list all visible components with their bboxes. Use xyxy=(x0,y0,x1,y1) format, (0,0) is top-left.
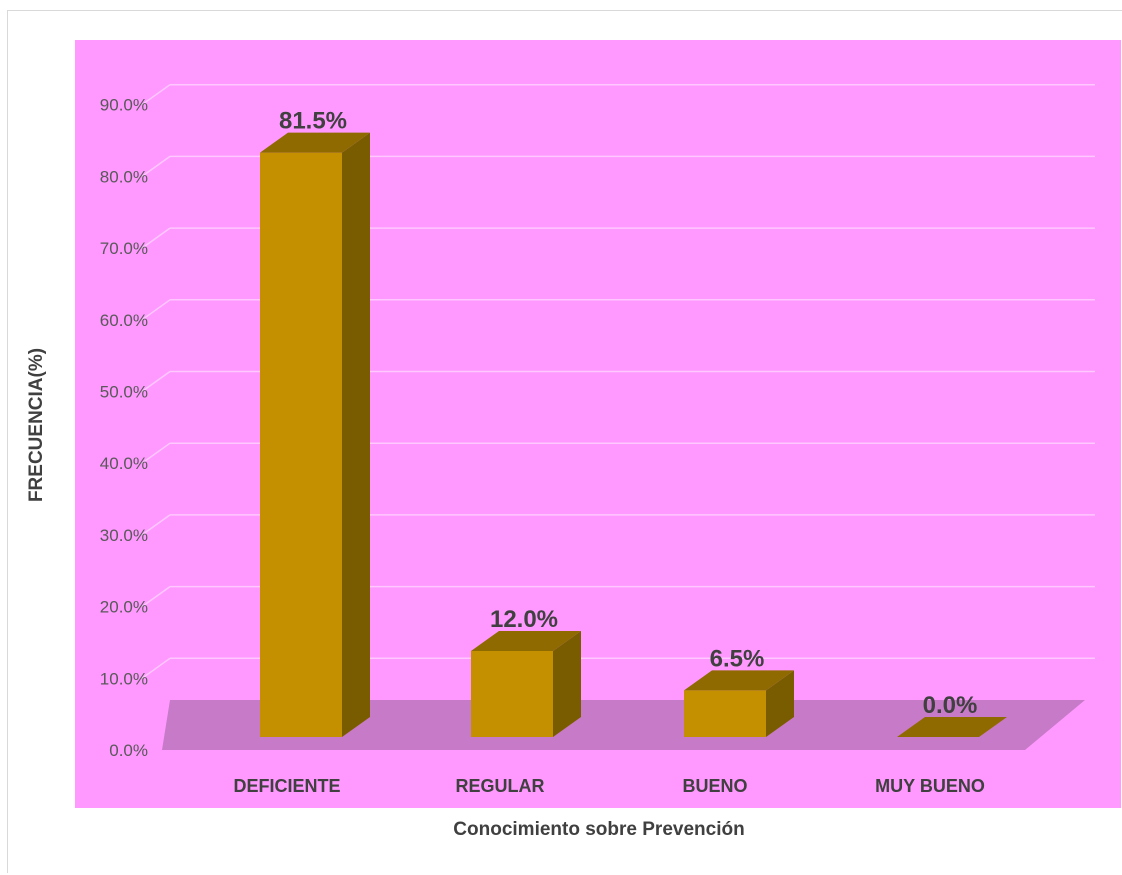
data-label: 12.0% xyxy=(490,606,558,633)
y-tick-label: 40.0% xyxy=(100,454,148,473)
x-axis-title: Conocimiento sobre Prevención xyxy=(453,819,744,840)
y-tick-label: 80.0% xyxy=(100,167,148,186)
gridline-side xyxy=(141,155,171,178)
bar-top xyxy=(471,630,581,651)
bar-side xyxy=(342,132,370,737)
chart-frame xyxy=(7,10,1122,873)
gridline-side xyxy=(141,84,171,106)
gridline-side xyxy=(141,370,171,393)
bar-top xyxy=(897,717,1007,737)
data-label: 0.0% xyxy=(923,692,978,719)
y-axis-ticks: 0.0% 10.0% 20.0% 30.0% 40.0% 50.0% 60.0% 70.0% 8… xyxy=(100,96,148,760)
gridline-side xyxy=(141,514,171,536)
bar-muy-bueno xyxy=(897,717,1007,737)
y-tick-label: 20.0% xyxy=(100,598,148,617)
bar-side xyxy=(553,630,581,737)
y-tick-label: 50.0% xyxy=(100,383,148,402)
bars xyxy=(260,132,1007,737)
y-tick-label: 70.0% xyxy=(100,239,148,258)
data-label: 81.5% xyxy=(279,108,347,135)
y-tick-label: 0.0% xyxy=(109,741,148,760)
data-labels: 81.5% 12.0% 6.5% 0.0% xyxy=(279,108,977,719)
gridline-side xyxy=(141,442,171,464)
x-category-label: MUY BUENO xyxy=(875,776,985,796)
bar-bueno xyxy=(684,670,794,737)
gridline-side xyxy=(141,657,171,679)
plot-area xyxy=(75,40,1121,808)
y-tick-label: 10.0% xyxy=(100,669,148,688)
y-tick-label: 90.0% xyxy=(100,96,148,115)
y-axis-title: FRECUENCIA(%) xyxy=(26,348,47,502)
bar-regular xyxy=(471,630,581,737)
bar-front xyxy=(471,650,553,737)
bar-top xyxy=(260,132,370,153)
bar-top xyxy=(684,670,794,691)
data-label: 6.5% xyxy=(710,645,765,672)
x-category-label: BUENO xyxy=(682,776,747,796)
x-category-label: DEFICIENTE xyxy=(233,776,340,796)
bar-side xyxy=(766,670,794,737)
bar-front xyxy=(260,152,342,737)
x-axis-categories: DEFICIENTE REGULAR BUENO MUY BUENO xyxy=(233,776,984,796)
gridline-side xyxy=(141,227,171,249)
gridline-side xyxy=(141,299,171,321)
x-category-label: REGULAR xyxy=(456,776,545,796)
chart-floor xyxy=(162,700,1085,750)
y-tick-label: 30.0% xyxy=(100,526,148,545)
bar-front xyxy=(684,690,766,737)
bar-deficiente xyxy=(260,132,370,737)
gridline-side xyxy=(141,585,171,608)
y-tick-label: 60.0% xyxy=(100,311,148,330)
